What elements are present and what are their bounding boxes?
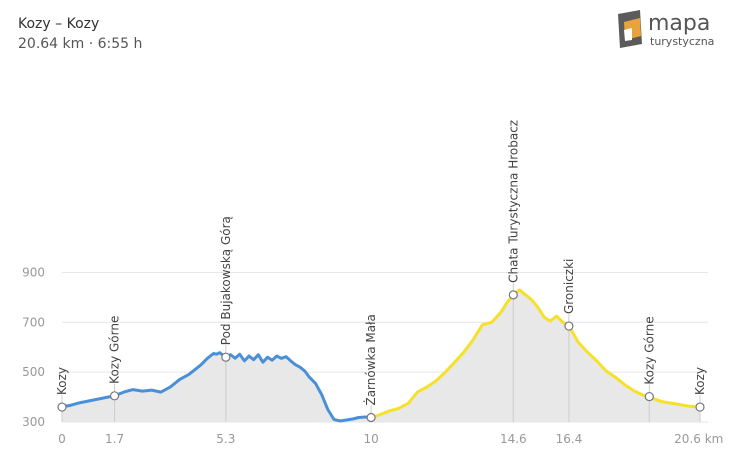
elevation-line-segment [60,351,373,423]
x-tick-label: 10 [363,432,378,446]
x-tick-label: 14.6 [500,432,527,446]
waypoint-label: Chata Turystyczna Hrobacz [506,120,520,283]
y-axis: 300 500 700 900 [22,265,45,429]
logo-mark-icon [618,10,642,48]
x-tick-label: 0 [58,432,66,446]
x-tick-label: 5.3 [216,432,235,446]
x-tick-label: 16.4 [556,432,583,446]
waypoint-marker[interactable] [644,391,654,402]
waypoint-marker[interactable] [564,321,574,331]
waypoint-label: Kozy [693,367,707,395]
x-axis: 0 1.7 5.3 10 14.6 16.4 20.6 km [58,432,723,446]
y-tick-label: 900 [22,265,45,279]
y-tick-label: 500 [22,365,45,379]
logo-text-sub: turystyczna [650,35,714,48]
waypoint-label: Żarnówka Mała [363,314,378,405]
waypoint-label: Kozy [55,367,69,395]
route-header: Kozy – Kozy 20.64 km · 6:55 h [18,14,142,54]
route-title: Kozy – Kozy [18,16,100,32]
elevation-area [62,289,700,422]
elevation-area-segment [62,352,372,422]
waypoint-label: Groniczki [562,259,576,314]
elevation-line-segment [369,288,702,419]
mapa-turystyczna-logo[interactable]: mapa turystyczna [616,10,734,50]
y-tick-label: 700 [22,315,45,329]
waypoint-marker[interactable] [695,402,705,412]
waypoint-marker[interactable] [508,290,518,300]
route-stats: 20.64 km · 6:55 h [18,36,143,52]
waypoint-label: Pod Bujakowską Górą [219,216,233,345]
y-tick-label: 300 [22,415,45,429]
waypoint-labels: Kozy Kozy Górne Pod Bujakowską Górą Żarnówk… [55,120,707,406]
waypoint-marker[interactable] [57,402,67,412]
waypoint-label: Kozy Górne [108,316,122,384]
x-tick-label: 1.7 [105,432,124,446]
waypoint-marker[interactable] [109,391,120,401]
elevation-lines [60,288,702,423]
logo-text-main: mapa [648,11,710,36]
waypoint-markers[interactable] [57,290,705,423]
elevation-area-segment [371,289,700,422]
waypoint-marker[interactable] [366,412,376,423]
waypoint-marker[interactable] [221,352,231,362]
waypoint-label: Kozy Górne [642,316,656,384]
x-tick-label: 20.6 km [674,432,723,446]
